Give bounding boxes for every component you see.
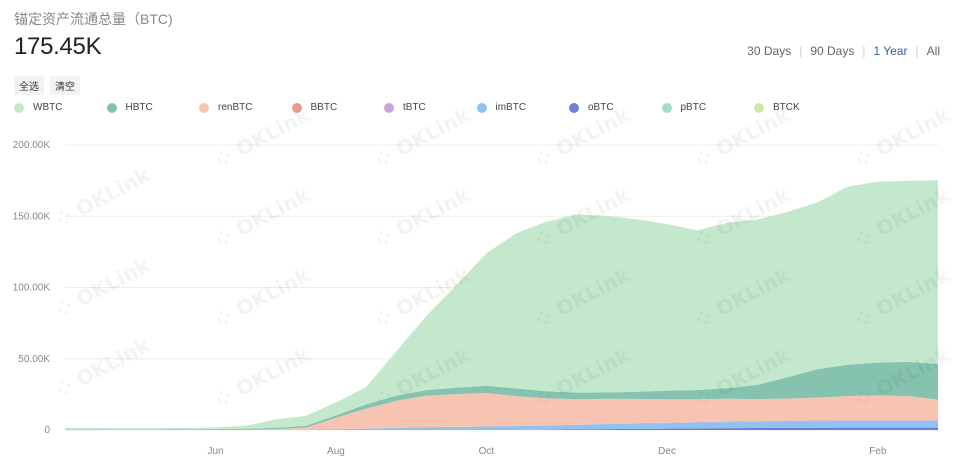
x-tick-label: Dec (658, 446, 676, 457)
range-all-tab[interactable]: All (926, 44, 940, 58)
legend-item-pbtc[interactable]: pBTC (661, 102, 755, 113)
range-divider: | (862, 44, 866, 58)
legend: WBTC HBTC renBTC BBTC tBTC imBTC oBTC pBTC BTCK (14, 102, 847, 113)
series-select-buttons: 全选 清空 (14, 76, 80, 95)
range-90-days-tab[interactable]: 90 Days (810, 44, 855, 58)
legend-item-imbtc[interactable]: imBTC (476, 102, 570, 113)
chart-title: 锚定资产流通总量（BTC) (14, 11, 173, 27)
range-divider: | (915, 44, 919, 58)
legend-item-tbtc[interactable]: tBTC (384, 102, 477, 113)
watermark-logo: ⁘ OKLink (211, 342, 314, 412)
legend-swatch (384, 102, 394, 113)
legend-label: BTCK (773, 102, 800, 113)
watermark-logo: ⁘ OKLink (531, 102, 634, 172)
select-all-button[interactable]: 全选 (14, 76, 44, 95)
watermark-logo: ⁘ OKLink (691, 102, 794, 172)
range-1-year-tab[interactable]: 1 Year (873, 44, 908, 58)
watermark-logo: ⁘ OKLink (851, 102, 954, 172)
watermark-logo: ⁘ OKLink (371, 182, 474, 252)
legend-item-obtc[interactable]: oBTC (569, 102, 662, 113)
time-range-selector: 30 Days | 90 Days | 1 Year | All (739, 44, 940, 58)
legend-swatch (661, 102, 672, 113)
watermark-logo: ⁘ OKLink (211, 182, 314, 252)
legend-label: BBTC (310, 102, 338, 113)
watermark-logo: ⁘ OKLink (51, 332, 154, 402)
y-tick-label: 200.00K (13, 140, 51, 151)
legend-label: WBTC (33, 102, 63, 113)
x-tick-label: Aug (327, 446, 345, 457)
legend-swatch (199, 102, 209, 113)
clear-button[interactable]: 清空 (50, 76, 80, 95)
range-30-days-tab[interactable]: 30 Days (747, 44, 792, 58)
legend-swatch (106, 102, 117, 113)
legend-label: oBTC (588, 102, 614, 113)
y-tick-label: 100.00K (13, 283, 51, 294)
legend-item-bbtc[interactable]: BBTC (291, 102, 385, 113)
area-imbtc (65, 421, 938, 430)
legend-label: pBTC (680, 102, 707, 113)
watermark-logo: ⁘ OKLink (51, 162, 154, 232)
y-tick-label: 0 (44, 425, 50, 436)
x-tick-label: Jun (207, 446, 223, 457)
legend-label: imBTC (495, 102, 527, 113)
y-tick-label: 150.00K (13, 211, 51, 222)
legend-swatch (476, 102, 487, 113)
total-value: 175.45K (14, 33, 102, 60)
legend-item-hbtc[interactable]: HBTC (106, 102, 200, 113)
legend-label: renBTC (218, 102, 253, 113)
legend-item-wbtc[interactable]: WBTC (14, 102, 107, 113)
legend-label: HBTC (125, 102, 153, 113)
legend-swatch (754, 102, 764, 113)
watermark-logo: ⁘ OKLink (371, 102, 474, 172)
range-divider: | (799, 44, 803, 58)
legend-label: tBTC (403, 102, 426, 113)
watermark-logo: ⁘ OKLink (211, 102, 314, 172)
legend-swatch (291, 102, 302, 113)
watermark-logo: ⁘ OKLink (211, 262, 314, 332)
legend-item-btck[interactable]: BTCK (754, 102, 847, 113)
x-tick-label: Oct (479, 446, 495, 457)
x-tick-label: Feb (869, 446, 887, 457)
area-wbtc (65, 180, 938, 430)
legend-item-renbtc[interactable]: renBTC (199, 102, 292, 113)
area-hbtc (65, 361, 938, 430)
legend-swatch (14, 102, 24, 113)
area-obtc (65, 427, 938, 430)
area-renbtc (65, 392, 938, 430)
y-tick-label: 50.00K (18, 354, 50, 365)
legend-swatch (569, 102, 579, 113)
